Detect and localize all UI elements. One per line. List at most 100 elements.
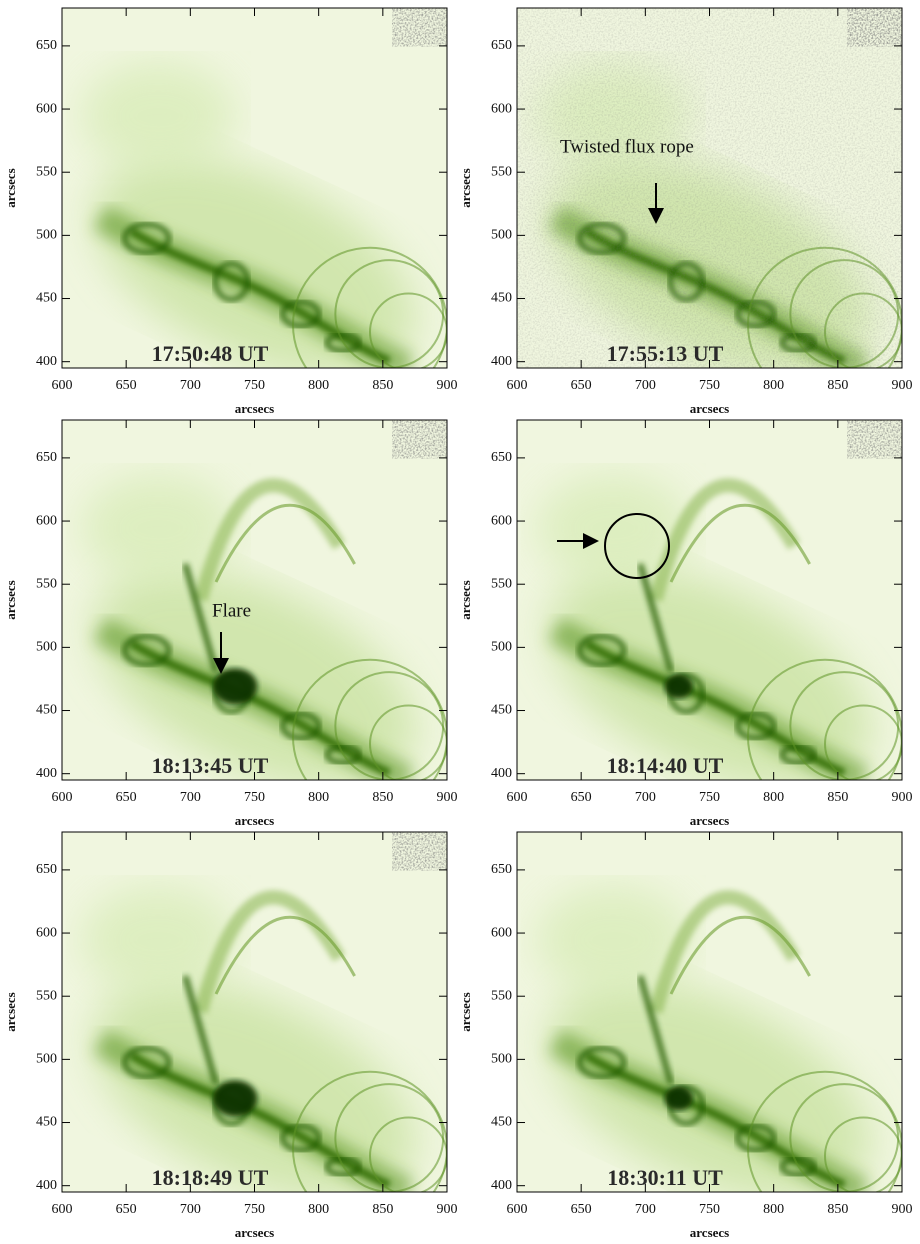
annotation-label: Twisted flux rope	[560, 136, 694, 157]
coronal-loop	[369, 1116, 447, 1192]
x-axis-label: arcsecs	[690, 401, 729, 416]
y-axis-label: arcsecs	[458, 580, 473, 619]
y-tick-label: 500	[491, 640, 512, 655]
y-tick-label: 600	[36, 925, 57, 940]
noise-corner	[852, 420, 902, 455]
solar-image	[62, 8, 447, 368]
y-tick-label: 500	[491, 1052, 512, 1067]
y-tick-label: 550	[36, 576, 57, 591]
highlight-circle	[604, 513, 670, 579]
x-tick-label: 700	[180, 1202, 201, 1217]
x-tick-label: 800	[308, 1202, 329, 1217]
bright-kernel	[280, 1123, 322, 1153]
y-tick-label: 450	[36, 1115, 57, 1130]
solar-image	[517, 8, 902, 368]
coronal-loop	[824, 704, 902, 780]
annotation-label: Flare	[212, 600, 251, 621]
flare-kernel	[213, 1080, 258, 1117]
coronal-loop	[747, 1070, 902, 1192]
y-tick-label: 650	[36, 38, 57, 53]
x-tick-label: 750	[699, 1202, 720, 1217]
x-tick-label: 750	[699, 378, 720, 393]
x-tick-label: 650	[116, 378, 137, 393]
x-tick-label: 600	[52, 790, 73, 805]
x-tick-label: 850	[372, 790, 393, 805]
bright-kernel	[122, 221, 172, 255]
x-tick-label: 900	[437, 378, 458, 393]
y-axis-label: arcsecs	[3, 168, 18, 207]
bright-kernel	[577, 1045, 627, 1079]
panel: 600 650 700 750 800 850 900 400 450 500 550 600 650 a…	[3, 831, 458, 1240]
y-axis-label: arcsecs	[3, 580, 18, 619]
ribbon	[182, 563, 219, 673]
x-tick-label: 700	[180, 790, 201, 805]
x-tick-label: 750	[244, 790, 265, 805]
x-axis-label: arcsecs	[690, 1225, 729, 1240]
y-axis-label: arcsecs	[458, 992, 473, 1031]
x-tick-label: 600	[507, 378, 528, 393]
x-tick-label: 600	[507, 1202, 528, 1217]
timestamp: 17:50:48 UT	[152, 341, 269, 366]
y-tick-label: 550	[36, 988, 57, 1003]
panel: 600 650 700 750 800 850 900 400 450 500 550 600 650 a…	[3, 419, 458, 828]
bright-kernel	[212, 261, 250, 303]
x-tick-label: 650	[571, 790, 592, 805]
bright-kernel	[280, 299, 322, 329]
haze	[81, 474, 236, 582]
x-tick-label: 800	[763, 1202, 784, 1217]
panel: 600 650 700 750 800 850 900 400 450 500 550 600 650 a…	[458, 831, 913, 1240]
y-tick-label: 400	[36, 766, 57, 781]
x-tick-label: 650	[571, 1202, 592, 1217]
noise-corner	[397, 420, 447, 455]
y-tick-label: 450	[491, 703, 512, 718]
y-tick-label: 400	[491, 1178, 512, 1193]
x-tick-label: 850	[372, 1202, 393, 1217]
y-axis-label: arcsecs	[458, 168, 473, 207]
solar-image	[517, 832, 902, 1192]
bright-kernel	[735, 1123, 777, 1153]
x-tick-label: 650	[116, 790, 137, 805]
timestamp: 18:30:11 UT	[607, 1165, 723, 1190]
bright-kernel	[122, 633, 172, 667]
y-tick-label: 450	[36, 291, 57, 306]
x-tick-label: 700	[180, 378, 201, 393]
y-tick-label: 400	[36, 1178, 57, 1193]
x-tick-label: 700	[635, 1202, 656, 1217]
y-tick-label: 650	[491, 450, 512, 465]
x-tick-label: 750	[244, 378, 265, 393]
y-tick-label: 500	[491, 228, 512, 243]
solar-image	[62, 832, 447, 1192]
y-tick-label: 650	[491, 38, 512, 53]
y-tick-label: 450	[491, 291, 512, 306]
y-tick-label: 400	[36, 354, 57, 369]
solar-image	[517, 420, 902, 780]
x-tick-label: 600	[52, 378, 73, 393]
solar-image	[62, 420, 447, 780]
bright-kernel	[577, 633, 627, 667]
loop-arc	[214, 915, 356, 995]
x-axis-label: arcsecs	[235, 1225, 274, 1240]
y-tick-label: 600	[491, 513, 512, 528]
timestamp: 18:14:40 UT	[607, 753, 724, 778]
y-tick-label: 500	[36, 1052, 57, 1067]
coronal-loop	[292, 1070, 447, 1192]
x-axis-label: arcsecs	[690, 813, 729, 828]
y-tick-label: 600	[491, 925, 512, 940]
loop-arc	[214, 503, 356, 583]
ribbon	[637, 975, 674, 1085]
y-tick-label: 600	[36, 101, 57, 116]
y-tick-label: 550	[491, 988, 512, 1003]
ribbon	[637, 563, 674, 673]
x-tick-label: 700	[635, 378, 656, 393]
y-tick-label: 550	[36, 164, 57, 179]
x-tick-label: 900	[892, 1202, 913, 1217]
bright-kernel	[324, 1156, 362, 1178]
y-tick-label: 400	[491, 766, 512, 781]
y-tick-label: 650	[36, 862, 57, 877]
bright-kernel	[122, 1045, 172, 1079]
haze	[536, 474, 691, 582]
x-tick-label: 700	[635, 790, 656, 805]
x-tick-label: 800	[763, 790, 784, 805]
flare-kernel	[664, 674, 693, 699]
